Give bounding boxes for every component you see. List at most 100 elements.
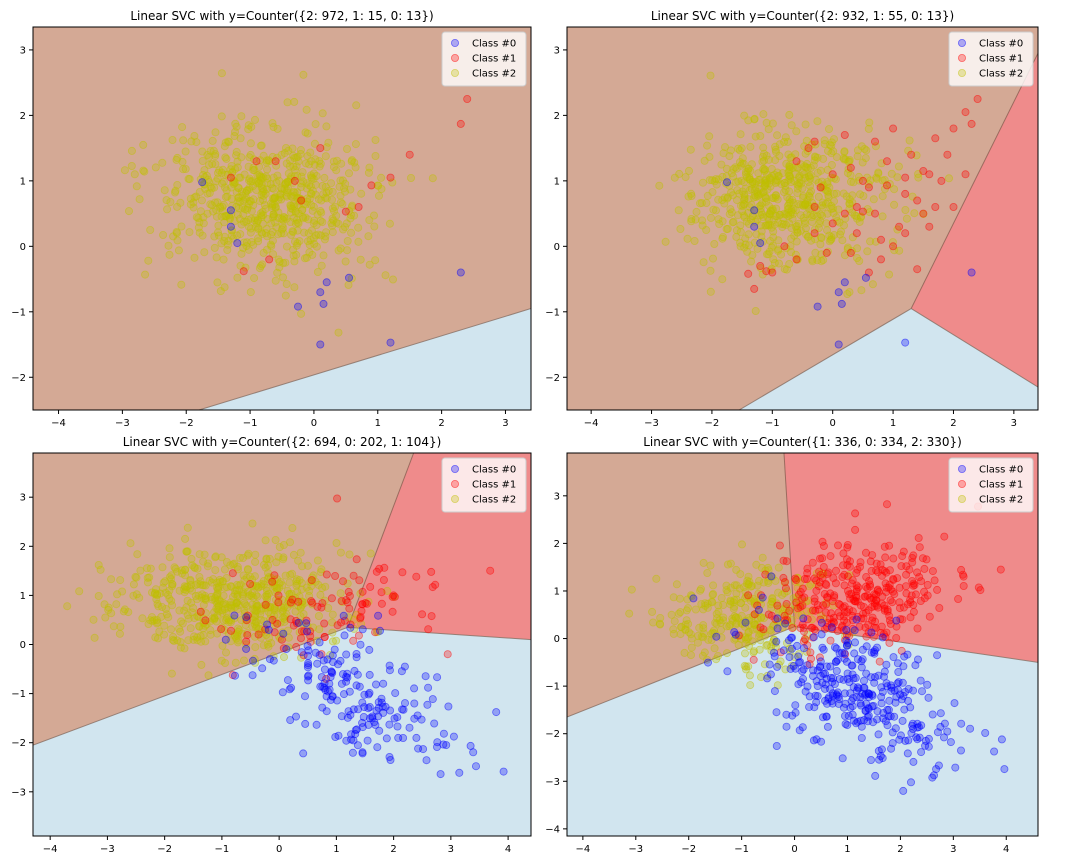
point-class2 [190, 131, 199, 140]
point-class2 [178, 157, 187, 166]
point-class2 [681, 173, 690, 182]
decision-boundary [738, 308, 912, 410]
point-class2 [146, 225, 155, 234]
point-class2 [233, 592, 242, 601]
point-class0 [299, 749, 308, 758]
point-class2 [765, 201, 774, 210]
x-tick-label: −3 [628, 844, 643, 855]
point-class1 [297, 196, 306, 205]
legend-label: Class #1 [472, 480, 516, 491]
point-class2 [760, 182, 769, 191]
point-class0 [940, 733, 949, 742]
point-class2 [132, 573, 141, 582]
point-class2 [235, 553, 244, 562]
point-class0 [834, 340, 843, 349]
point-class2 [320, 173, 329, 182]
point-class0 [779, 646, 788, 655]
point-class2 [208, 136, 217, 145]
point-class2 [233, 157, 242, 166]
point-class1 [846, 594, 855, 603]
point-class2 [708, 188, 717, 197]
point-class1 [918, 554, 927, 563]
point-class2 [683, 595, 692, 604]
point-class2 [218, 202, 227, 211]
point-class0 [903, 749, 912, 758]
point-class2 [246, 228, 255, 237]
point-class0 [334, 731, 343, 740]
decision-boundary [33, 626, 349, 746]
point-class0 [379, 679, 388, 688]
point-class1 [390, 592, 399, 601]
point-class0 [891, 724, 900, 733]
point-class2 [827, 235, 836, 244]
point-class0 [393, 713, 402, 722]
point-class2 [184, 636, 193, 645]
point-class2 [905, 136, 914, 145]
point-class0 [319, 299, 328, 308]
point-class1 [337, 597, 346, 606]
point-class2 [151, 585, 160, 594]
point-class2 [264, 156, 273, 165]
point-class2 [284, 146, 293, 155]
point-class1 [320, 619, 329, 628]
point-class0 [933, 651, 942, 660]
point-class1 [906, 596, 915, 605]
point-class2 [381, 271, 390, 280]
point-class0 [279, 629, 288, 638]
point-class2 [774, 171, 783, 180]
point-class0 [320, 665, 329, 674]
point-class0 [786, 664, 795, 673]
point-class2 [254, 237, 263, 246]
point-class0 [770, 652, 779, 661]
point-class2 [314, 612, 323, 621]
point-class2 [249, 166, 258, 175]
point-class2 [210, 232, 219, 241]
point-class2 [251, 550, 260, 559]
point-class2 [274, 255, 283, 264]
chart-title: Linear SVC with y=Counter({2: 932, 1: 55… [651, 9, 954, 23]
point-class1 [895, 604, 904, 613]
point-class2 [296, 602, 305, 611]
point-class2 [296, 548, 305, 557]
point-class1 [781, 584, 790, 593]
legend-box [441, 31, 527, 87]
point-class1 [354, 631, 363, 640]
point-class2 [737, 611, 746, 620]
point-class1 [845, 562, 854, 571]
point-class1 [816, 183, 825, 192]
point-class1 [761, 570, 770, 579]
point-class2 [811, 248, 820, 257]
point-class2 [305, 240, 314, 249]
point-class0 [375, 726, 384, 735]
point-class2 [718, 275, 727, 284]
point-class1 [246, 580, 255, 589]
point-class0 [410, 684, 419, 693]
point-class2 [296, 145, 305, 154]
point-class0 [897, 695, 906, 704]
point-class1 [271, 157, 280, 166]
point-class1 [792, 255, 801, 264]
point-class2 [341, 179, 350, 188]
point-class2 [144, 256, 153, 265]
point-class0 [871, 771, 880, 780]
point-class2 [712, 655, 721, 664]
point-class2 [178, 123, 187, 132]
point-class2 [732, 589, 741, 598]
point-class2 [287, 201, 296, 210]
point-class1 [864, 183, 873, 192]
point-class2 [233, 210, 242, 219]
point-class2 [282, 186, 291, 195]
point-class1 [810, 137, 819, 146]
point-class0 [850, 626, 859, 635]
point-class2 [745, 577, 754, 586]
point-class2 [783, 137, 792, 146]
point-class2 [94, 592, 103, 601]
point-class2 [901, 205, 910, 214]
point-class0 [893, 679, 902, 688]
legend-label: Class #0 [979, 465, 1023, 476]
point-class2 [301, 128, 310, 137]
point-class2 [736, 158, 745, 167]
chart-title: Linear SVC with y=Counter({2: 972, 1: 15… [130, 9, 433, 23]
point-class2 [669, 625, 678, 634]
y-tick-label: 3 [554, 45, 560, 56]
